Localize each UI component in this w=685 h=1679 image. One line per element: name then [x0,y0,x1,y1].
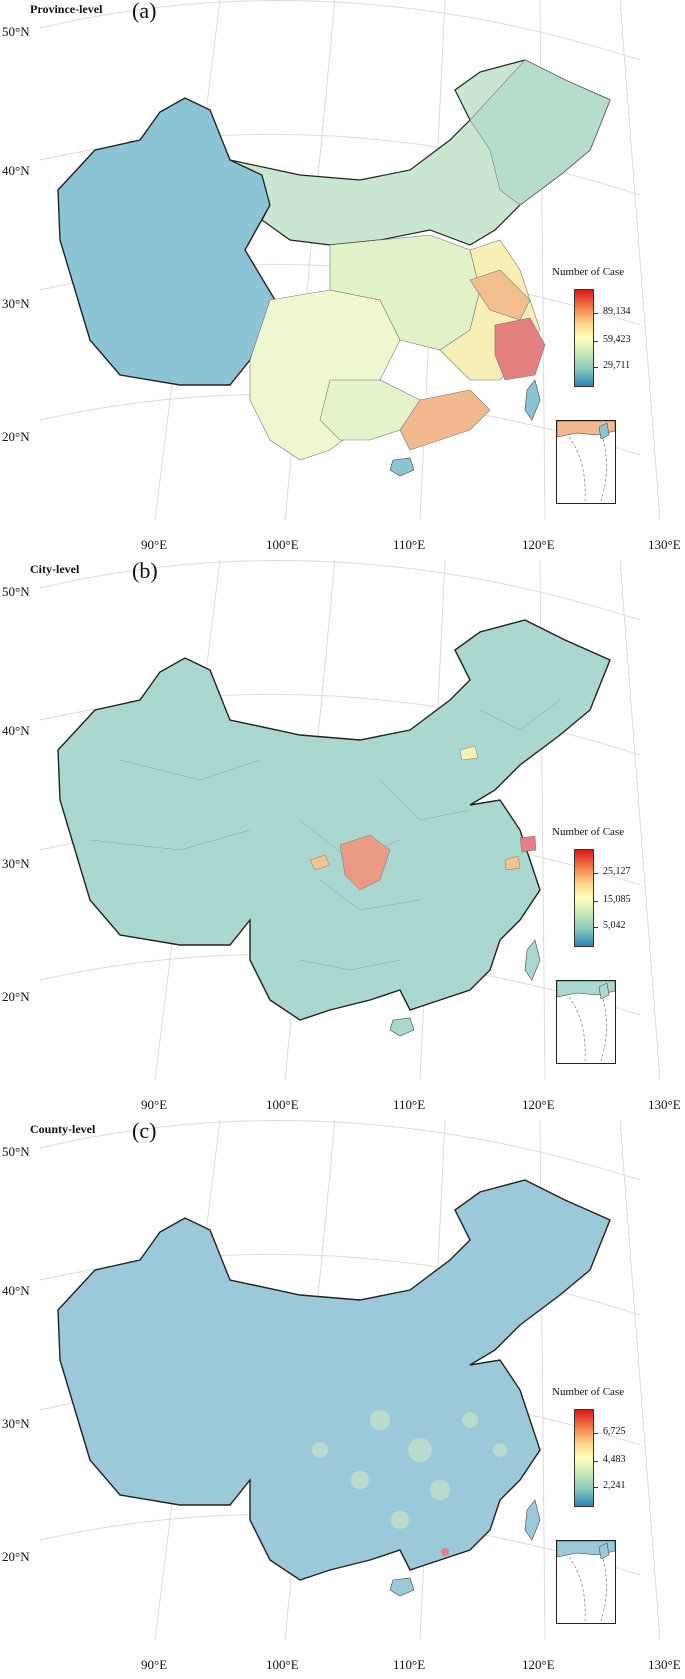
lon-label: 120°E [522,1657,555,1672]
legend-tick: 2,241 [603,1480,626,1491]
legend-tick-mark [593,901,598,902]
lon-label: 130°E [648,537,681,552]
legend-title: Number of Case [552,1386,625,1398]
taiwan-island [524,379,541,421]
chongqing-hotspot [339,834,391,891]
province-map [39,0,661,521]
lat-label: 50°N [2,24,30,39]
inset-map [556,1540,616,1622]
south-china-sea-inset [556,1540,616,1624]
lon-label: 120°E [522,537,555,552]
county-map [39,1120,661,1641]
lon-label: 110°E [393,537,426,552]
china-region-south [319,379,421,441]
legend-tick: 15,085 [603,894,631,905]
lon-label: 110°E [393,1657,426,1672]
lon-label: 100°E [266,1097,299,1112]
city-map [39,560,661,1081]
legend-tick: 6,725 [603,1426,626,1437]
county-hotspot [441,1548,449,1556]
lat-label: 20°N [2,1549,30,1564]
city-hotspot [459,745,479,761]
china-outline [57,1179,611,1581]
legend-tick: 5,042 [603,920,626,931]
hainan-island [389,1577,415,1597]
legend-colorbar [574,289,594,387]
legend-tick: 25,127 [603,866,631,877]
legend-tick-mark [593,367,598,368]
lon-label: 130°E [648,1657,681,1672]
china-region-guangdong [399,389,491,451]
china-region-jiangsu [469,269,531,321]
lat-label: 20°N [2,429,30,444]
lat-label: 20°N [2,989,30,1004]
legend-title: Number of Case [552,266,625,278]
legend-tick-mark [593,873,598,874]
legend-tick-mark [593,1461,598,1462]
lat-label: 40°N [2,163,30,178]
lon-label: 90°E [141,1097,168,1112]
lon-label: 100°E [266,1657,299,1672]
inset-map [556,420,616,502]
lon-label: 130°E [648,1097,681,1112]
china-outline [57,619,611,1021]
legend-colorbar [574,1409,594,1507]
panel-title: City-level [30,562,80,576]
legend-tick-mark [593,313,598,314]
lon-label: 120°E [522,1097,555,1112]
city-hotspot [309,854,331,871]
panel-letter: (a) [132,0,157,23]
legend-tick: 59,423 [603,334,631,345]
china-region-northeast [469,59,611,206]
panel-title: Province-level [30,2,103,16]
legend-title: Number of Case [552,826,625,838]
taiwan-island [524,1499,541,1541]
taiwan-island [524,939,541,981]
panel-city-level: City-level (b) 50°N 40°N 30°N 20°N 90°E … [0,558,685,1119]
panel-letter: (b) [132,558,158,583]
panel-province-level: Province-level (a) 50°N 40°N 30°N 20°N 9… [0,0,685,559]
legend-tick-mark [593,1487,598,1488]
south-china-sea-inset [556,420,616,504]
lat-label: 30°N [2,856,30,871]
lat-label: 50°N [2,584,30,599]
lat-label: 40°N [2,723,30,738]
lon-label: 90°E [141,1657,168,1672]
lat-label: 30°N [2,296,30,311]
legend-tick: 29,711 [603,360,631,371]
hainan-island [389,457,415,477]
city-hotspot [519,835,537,853]
legend-tick-mark [593,1433,598,1434]
hainan-island [389,1017,415,1037]
legend-tick: 4,483 [603,1454,626,1465]
china-region-zhejiang [494,317,546,381]
lat-label: 50°N [2,1144,30,1159]
inset-map [556,980,616,1062]
city-hotspot [504,855,521,871]
china-region-west [57,97,276,386]
south-china-sea-inset [556,980,616,1064]
legend-tick-mark [593,341,598,342]
legend-tick: 89,134 [603,306,631,317]
panel-letter: (c) [132,1118,157,1143]
lon-label: 90°E [141,537,168,552]
lat-label: 30°N [2,1416,30,1431]
lon-label: 110°E [393,1097,426,1112]
panel-county-level: County-level (c) 50°N 40°N 30°N 20°N 90°… [0,1118,685,1679]
lat-label: 40°N [2,1283,30,1298]
panel-title: County-level [30,1122,96,1136]
legend-tick-mark [593,927,598,928]
lon-label: 100°E [266,537,299,552]
legend-colorbar [574,849,594,947]
